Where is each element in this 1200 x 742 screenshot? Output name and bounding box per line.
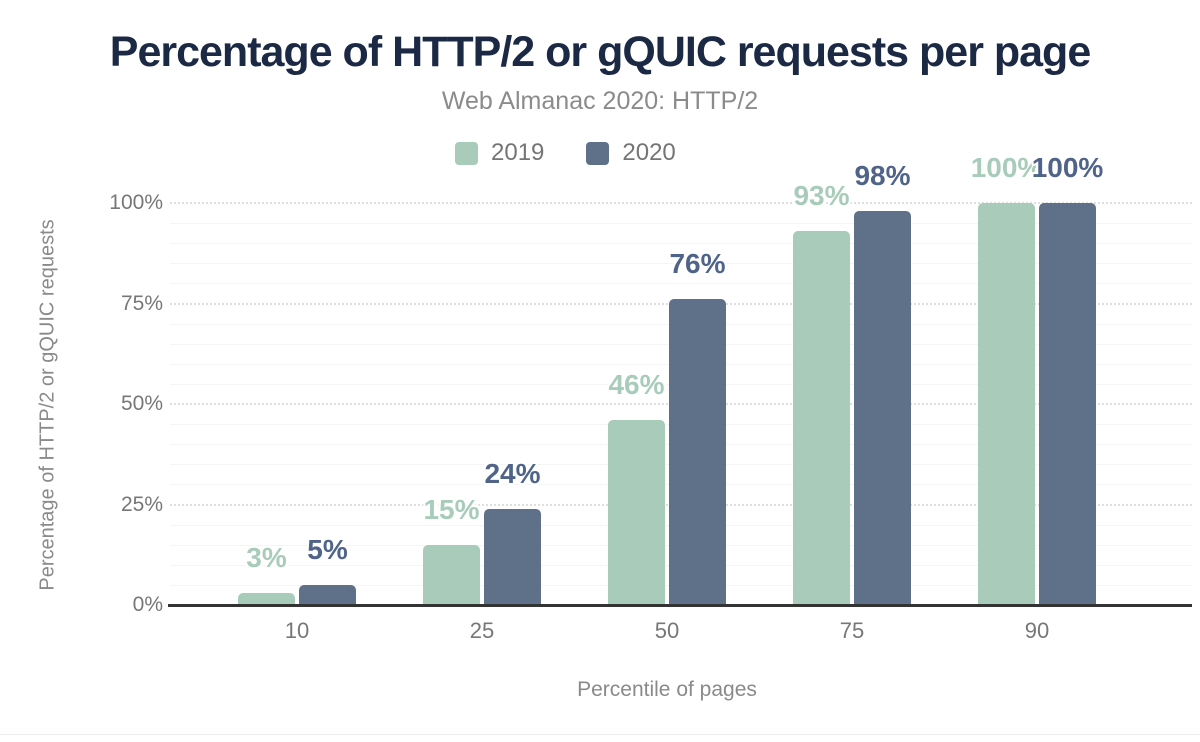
bar-label-2020-p10: 5% — [307, 533, 348, 565]
legend-swatch-2020-icon — [586, 141, 610, 165]
bar-2019-p50[interactable] — [608, 420, 665, 605]
legend-item-2019[interactable]: 2019 — [455, 139, 544, 167]
bar-label-2019-p75: 93% — [793, 180, 850, 212]
bar-2019-p75[interactable] — [793, 231, 850, 605]
bar-2020-p50[interactable] — [669, 299, 726, 605]
bottom-divider — [0, 734, 1200, 735]
bar-2019-p90[interactable] — [978, 203, 1035, 605]
bar-label-2020-p50: 76% — [669, 248, 726, 280]
bar-label-2020-p90: 100% — [1031, 152, 1104, 183]
legend-label-2019: 2019 — [491, 139, 545, 166]
chart-title: Percentage of HTTP/2 or gQUIC requests p… — [109, 28, 1091, 76]
legend-swatch-2019-icon — [455, 141, 478, 165]
x-tick-label-75: 75 — [839, 618, 865, 643]
bar-2019-p25[interactable] — [423, 544, 480, 605]
y-tick-label-75%: 75% — [120, 291, 163, 315]
gridline-minor-90 — [170, 243, 1192, 245]
legend: 2019 2020 — [455, 139, 676, 167]
x-tick-label-50: 50 — [654, 618, 680, 643]
bar-2019-p10[interactable] — [238, 592, 295, 605]
gridline-minor-80 — [170, 283, 1192, 285]
bar-label-2019-p10: 3% — [246, 541, 287, 573]
gridline-major-100 — [170, 202, 1192, 204]
bar-label-2019-p90: 100% — [970, 152, 1043, 183]
bar-label-2020-p75: 98% — [854, 160, 911, 192]
legend-label-2020: 2020 — [622, 139, 676, 166]
bar-2020-p25[interactable] — [484, 508, 541, 605]
x-tick-label-10: 10 — [284, 618, 310, 643]
bar-2020-p90[interactable] — [1039, 203, 1096, 605]
bar-label-2020-p25: 24% — [484, 457, 541, 489]
y-tick-label-100%: 100% — [109, 191, 163, 214]
gridline-minor-95 — [170, 223, 1192, 225]
bar-2020-p10[interactable] — [299, 584, 356, 605]
bar-label-2019-p50: 46% — [608, 369, 665, 401]
gridline-minor-85 — [170, 263, 1192, 265]
bar-2020-p75[interactable] — [854, 211, 911, 605]
legend-item-2020[interactable]: 2020 — [586, 139, 676, 167]
x-tick-label-25: 25 — [469, 618, 495, 643]
bar-label-2019-p25: 15% — [423, 493, 480, 525]
x-tick-label-90: 90 — [1024, 618, 1050, 643]
y-tick-label-0%: 0% — [132, 593, 163, 616]
x-axis-title: Percentile of pages — [577, 678, 757, 701]
chart-subtitle: Web Almanac 2020: HTTP/2 — [441, 87, 759, 115]
y-tick-label-25%: 25% — [120, 492, 163, 516]
x-axis-line — [168, 604, 1192, 607]
y-tick-label-50%: 50% — [120, 392, 163, 415]
